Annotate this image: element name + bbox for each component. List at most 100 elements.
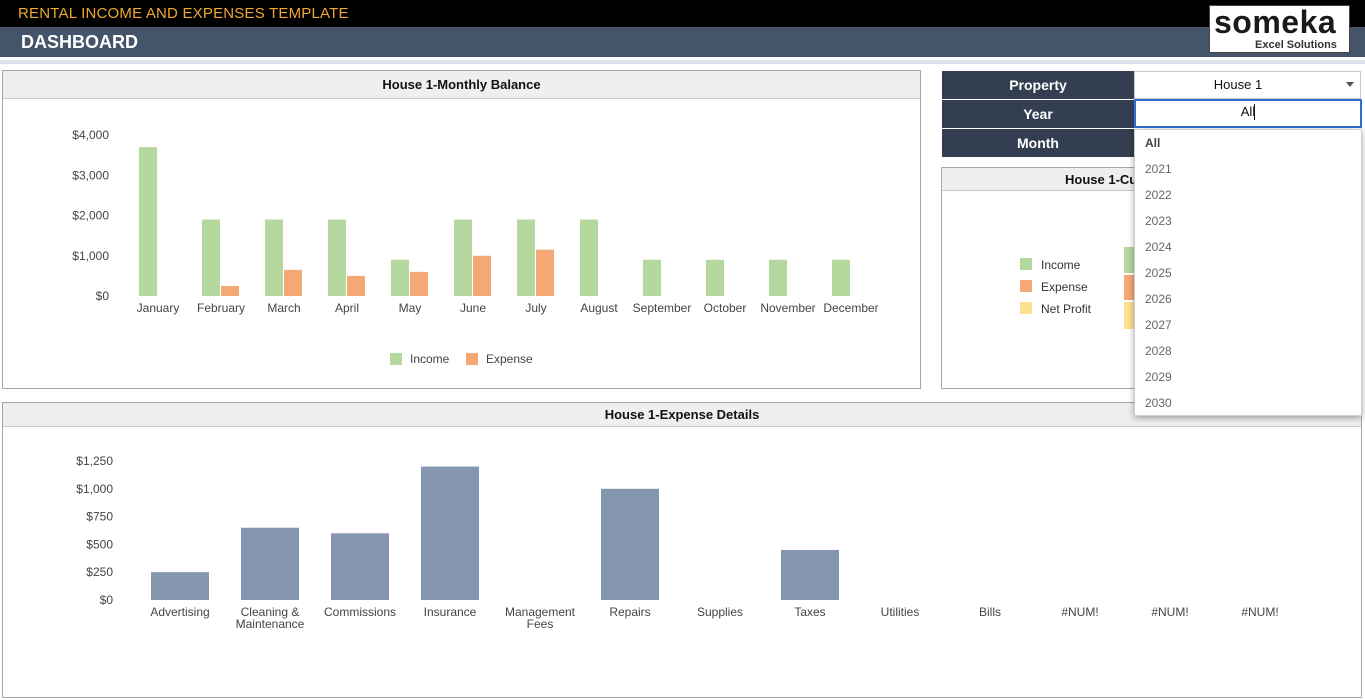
year-option-2028[interactable]: 2028 bbox=[1145, 344, 1172, 358]
x-tick-label-commissions: Commissions bbox=[324, 605, 396, 619]
year-option-2022[interactable]: 2022 bbox=[1145, 188, 1172, 202]
x-tick-label-cleaning-maintenance-line-1: Cleaning & bbox=[241, 605, 300, 619]
year-input[interactable] bbox=[1134, 99, 1362, 128]
expense-details-chart: $0 $250 $500 $750 $1,000 $1,250 Advertising Cle… bbox=[76, 454, 1278, 631]
income-bar-june bbox=[454, 219, 472, 296]
y-tick-label: $750 bbox=[86, 510, 113, 524]
expense-details-panel bbox=[2, 402, 1362, 698]
year-option-2029[interactable]: 2029 bbox=[1145, 370, 1172, 384]
year-label: Year bbox=[942, 100, 1134, 128]
expense-bar-insurance bbox=[421, 466, 479, 600]
expense-bar-taxes bbox=[781, 549, 839, 600]
y-tick-label: $1,000 bbox=[72, 249, 109, 263]
y-tick-label: $0 bbox=[100, 593, 114, 607]
expense-bar-july bbox=[536, 249, 554, 296]
x-tick-label-august: August bbox=[580, 301, 618, 315]
dashboard-bar bbox=[0, 27, 1365, 57]
expense-legend-swatch bbox=[1020, 280, 1032, 292]
cumulative-income-bar bbox=[1124, 247, 1134, 273]
income-bar-april bbox=[328, 219, 346, 296]
x-tick-label-may: May bbox=[399, 301, 422, 315]
income-bar-november bbox=[769, 259, 787, 296]
expense-bar-february bbox=[221, 285, 239, 296]
x-tick-label-insurance: Insurance bbox=[424, 605, 477, 619]
y-tick-label: $500 bbox=[86, 537, 113, 551]
month-label: Month bbox=[942, 129, 1134, 157]
income-bar-july bbox=[517, 219, 535, 296]
text-cursor bbox=[1254, 104, 1255, 120]
legend-net-profit-label: Net Profit bbox=[1041, 302, 1092, 316]
monthly-balance-chart: $0 $1,000 $2,000 $3,000 $4,000 January Februar… bbox=[72, 128, 878, 366]
year-option-2023[interactable]: 2023 bbox=[1145, 214, 1172, 228]
expense-bar-may bbox=[410, 271, 428, 296]
income-bar-october bbox=[706, 259, 724, 296]
y-tick-label: $1,250 bbox=[76, 454, 113, 468]
expense-bar-june bbox=[473, 255, 491, 296]
x-tick-label-bills: Bills bbox=[979, 605, 1001, 619]
year-dropdown[interactable] bbox=[1134, 129, 1362, 416]
x-tick-label-advertising: Advertising bbox=[150, 605, 209, 619]
x-tick-label-management-fees-line-2: Fees bbox=[527, 617, 554, 631]
expense-bar-advertising bbox=[151, 572, 209, 600]
x-tick-label-supplies: Supplies bbox=[697, 605, 743, 619]
app-title: RENTAL INCOME AND EXPENSES TEMPLATE bbox=[18, 5, 349, 22]
x-tick-label-december: December bbox=[823, 301, 878, 315]
x-tick-label-july: July bbox=[525, 301, 546, 315]
x-tick-label-repairs: Repairs bbox=[609, 605, 650, 619]
title-bar bbox=[0, 0, 1365, 27]
income-legend-swatch bbox=[390, 353, 402, 365]
year-input-value[interactable]: All bbox=[1240, 104, 1256, 119]
year-option-2026[interactable]: 2026 bbox=[1145, 292, 1172, 306]
y-tick-label: $1,000 bbox=[76, 482, 113, 496]
logo-subtitle: Excel Solutions bbox=[1255, 39, 1337, 51]
expense-bar-cleaning-maintenance bbox=[241, 527, 299, 600]
income-bar-may bbox=[391, 259, 409, 296]
x-tick-label-num: #NUM! bbox=[1241, 605, 1278, 619]
header-divider bbox=[0, 60, 1365, 64]
income-legend-swatch bbox=[1020, 258, 1032, 270]
year-option-2030[interactable]: 2030 bbox=[1145, 396, 1172, 410]
x-tick-label-march: March bbox=[267, 301, 300, 315]
x-tick-label-february: February bbox=[197, 301, 245, 315]
logo-text: someka bbox=[1214, 4, 1337, 40]
x-tick-label-january: January bbox=[137, 301, 180, 315]
year-option-2027[interactable]: 2027 bbox=[1145, 318, 1172, 332]
x-tick-label-september: September bbox=[633, 301, 692, 315]
x-tick-label-num: #NUM! bbox=[1151, 605, 1188, 619]
x-tick-label-taxes: Taxes bbox=[794, 605, 825, 619]
legend-income-label: Income bbox=[410, 352, 450, 366]
x-tick-label-november: November bbox=[760, 301, 815, 315]
legend-income-label: Income bbox=[1041, 258, 1081, 272]
cumulative-legend bbox=[1020, 247, 1134, 329]
monthly-balance-title: House 1-Monthly Balance bbox=[3, 71, 920, 99]
income-bar-march bbox=[265, 219, 283, 296]
x-tick-label-cleaning-maintenance-line-2: Maintenance bbox=[236, 617, 305, 631]
x-tick-label-utilities: Utilities bbox=[881, 605, 920, 619]
expense-bar-commissions bbox=[331, 533, 389, 600]
x-tick-label-october: October bbox=[704, 301, 747, 315]
cumulative-net-profit-bar bbox=[1124, 302, 1134, 329]
property-value[interactable]: House 1 bbox=[1213, 77, 1263, 92]
expense-bar-april bbox=[347, 275, 365, 296]
legend-expense-label: Expense bbox=[486, 352, 533, 366]
chevron-down-icon[interactable] bbox=[1346, 82, 1354, 87]
year-option-2024[interactable]: 2024 bbox=[1145, 240, 1172, 254]
net-profit-legend-swatch bbox=[1020, 302, 1032, 314]
income-bar-august bbox=[580, 219, 598, 296]
expense-bar-march bbox=[284, 269, 302, 296]
page-title: DASHBOARD bbox=[21, 32, 138, 52]
y-tick-label: $2,000 bbox=[72, 209, 109, 223]
income-bar-september bbox=[643, 259, 661, 296]
y-tick-label: $250 bbox=[86, 565, 113, 579]
year-option-2025[interactable]: 2025 bbox=[1145, 266, 1172, 280]
x-tick-label-management-fees-line-1: Management bbox=[505, 605, 576, 619]
y-tick-label: $3,000 bbox=[72, 168, 109, 182]
y-tick-label: $4,000 bbox=[72, 128, 109, 142]
x-tick-label-num: #NUM! bbox=[1061, 605, 1098, 619]
y-tick-label: $0 bbox=[96, 289, 110, 303]
year-option-all[interactable]: All bbox=[1145, 136, 1161, 150]
income-bar-december bbox=[832, 259, 850, 296]
property-select[interactable] bbox=[1134, 71, 1361, 99]
x-tick-label-april: April bbox=[335, 301, 359, 315]
year-option-2021[interactable]: 2021 bbox=[1145, 162, 1172, 176]
